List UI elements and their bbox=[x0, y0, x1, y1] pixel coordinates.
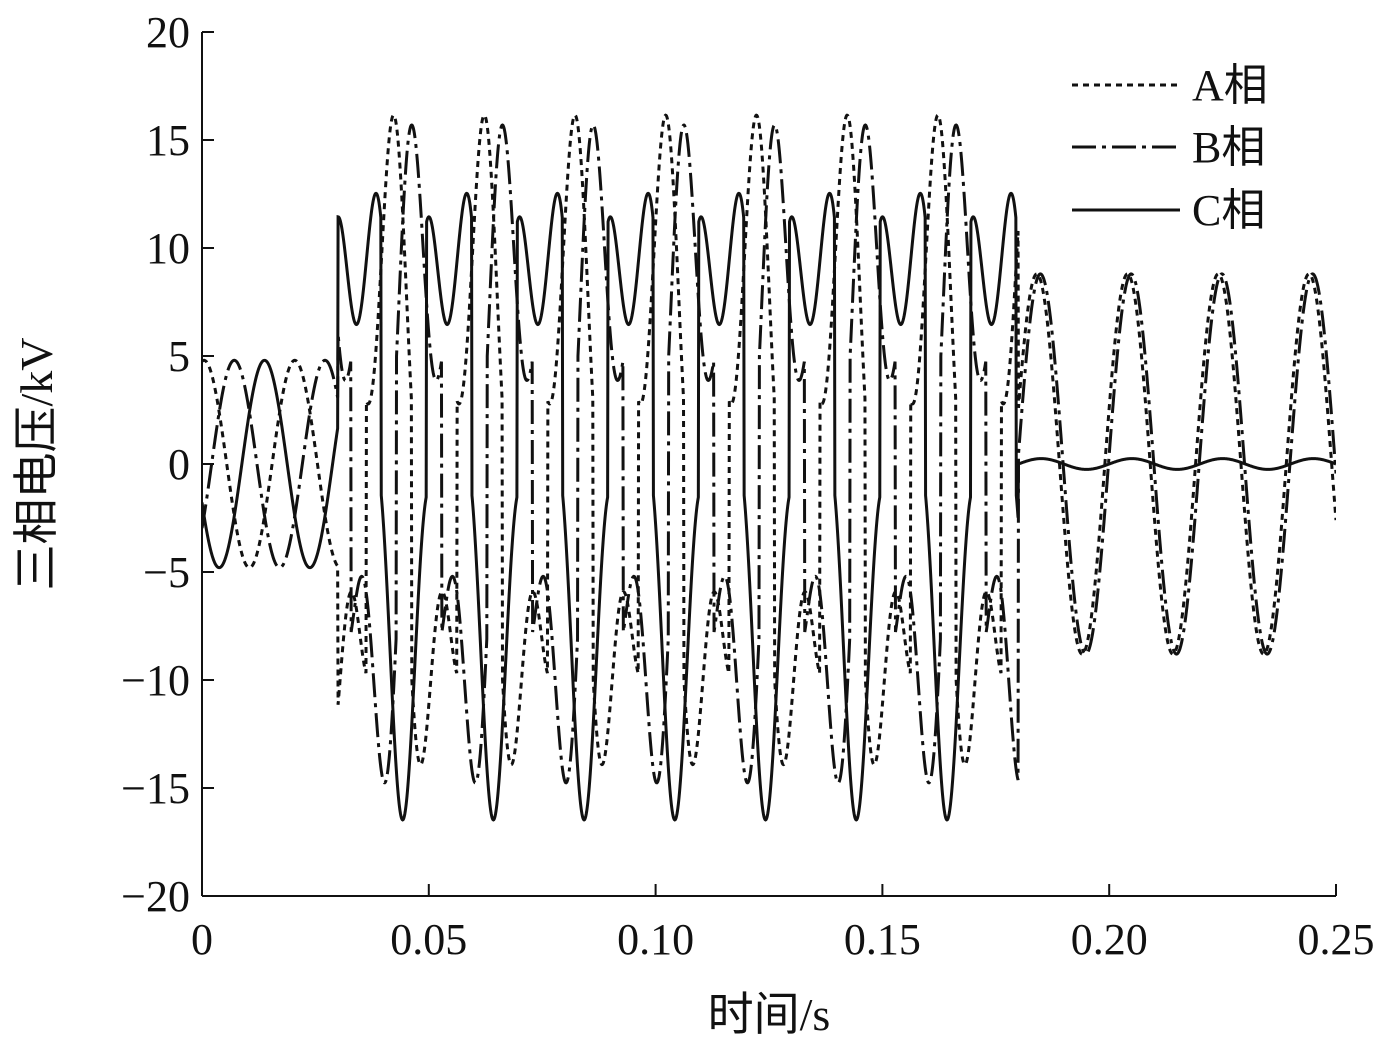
y-tick-label: 5 bbox=[168, 332, 190, 381]
x-ticks: 0 0.05 0.10 0.15 0.20 0.25 bbox=[191, 884, 1375, 964]
series-line-b bbox=[202, 123, 1336, 785]
y-tick-label: −15 bbox=[121, 764, 190, 813]
y-tick-label: 15 bbox=[146, 116, 190, 165]
y-tick-label: 10 bbox=[146, 224, 190, 273]
x-tick-label: 0.20 bbox=[1071, 915, 1148, 964]
y-tick-label: 0 bbox=[168, 440, 190, 489]
series-line-a bbox=[202, 113, 1336, 767]
legend-label-c: C相 bbox=[1192, 186, 1265, 235]
x-tick-label: 0 bbox=[191, 915, 213, 964]
legend-label-b: B相 bbox=[1192, 123, 1265, 172]
x-tick-label: 0.05 bbox=[390, 915, 467, 964]
x-tick-label: 0.15 bbox=[844, 915, 921, 964]
y-tick-label: −10 bbox=[121, 656, 190, 705]
y-tick-label: −20 bbox=[121, 872, 190, 921]
series-line-c bbox=[202, 191, 1336, 822]
legend-label-a: A相 bbox=[1192, 61, 1268, 110]
x-axis-label: 时间/s bbox=[708, 989, 831, 1040]
x-tick-label: 0.10 bbox=[617, 915, 694, 964]
y-axis-label: 三相电压/kV bbox=[11, 338, 62, 591]
y-tick-label: −5 bbox=[143, 548, 190, 597]
y-ticks: −20 −15 −10 −5 0 5 10 15 20 bbox=[121, 8, 214, 921]
legend: A相 B相 C相 bbox=[1072, 61, 1268, 235]
x-tick-label: 0.25 bbox=[1298, 915, 1375, 964]
y-tick-label: 20 bbox=[146, 8, 190, 57]
series-layer bbox=[202, 113, 1336, 822]
